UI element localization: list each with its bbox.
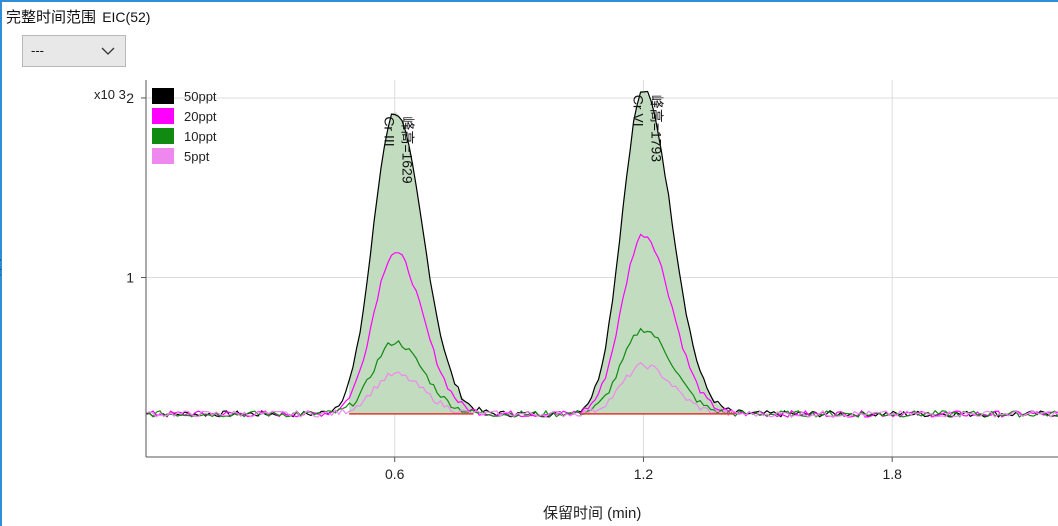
chevron-down-icon <box>101 44 115 59</box>
peak-analyte-label: Cr VI <box>630 95 646 127</box>
x-tick-label: 1.8 <box>882 466 902 482</box>
legend-label: 50ppt <box>184 89 217 104</box>
window-top-border <box>0 0 1058 2</box>
legend-swatch-20ppt <box>152 108 174 124</box>
axes <box>145 80 1058 458</box>
legend-label: 5ppt <box>184 149 210 164</box>
chart-header: 完整时间范围 EIC(52) <box>6 6 150 27</box>
time-range-title: 完整时间范围 <box>6 9 97 26</box>
legend-swatch-50ppt <box>152 88 174 104</box>
y-tick-label: 2 <box>126 90 134 106</box>
peak-annotations: Cr III 峰高=1629 Cr VI 峰高=1793 <box>382 95 665 184</box>
legend: 50ppt 20ppt 10ppt 5ppt <box>152 88 217 164</box>
eic-label: EIC(52) <box>102 9 151 25</box>
series-line-5ppt <box>145 362 1058 419</box>
legend-label: 10ppt <box>184 129 217 144</box>
series-line-20ppt <box>145 233 1058 418</box>
y-multiplier-label: x10 3 <box>94 87 126 102</box>
peak-analyte-label: Cr III <box>382 116 398 146</box>
x-tick-label: 1.2 <box>634 466 654 482</box>
peak-fill <box>581 91 735 414</box>
tick-labels: 0.6 1.2 1.8 1 2 <box>126 90 902 482</box>
legend-swatch-10ppt <box>152 128 174 144</box>
dropdown-value: --- <box>31 43 44 58</box>
peak-height-label: 峰高=1629 <box>400 116 416 184</box>
time-range-dropdown[interactable]: --- <box>22 35 126 67</box>
peak-height-label: 峰高=1793 <box>648 95 664 163</box>
x-axis-label: 保留时间 (min) <box>543 505 641 522</box>
peak-fill <box>349 112 474 414</box>
x-tick-label: 0.6 <box>385 466 405 482</box>
peak-fill-area <box>349 91 735 414</box>
legend-label: 20ppt <box>184 109 217 124</box>
y-tick-label: 1 <box>126 269 134 285</box>
legend-swatch-5ppt <box>152 148 174 164</box>
series-lines <box>145 90 1058 419</box>
window-left-border <box>0 0 2 526</box>
